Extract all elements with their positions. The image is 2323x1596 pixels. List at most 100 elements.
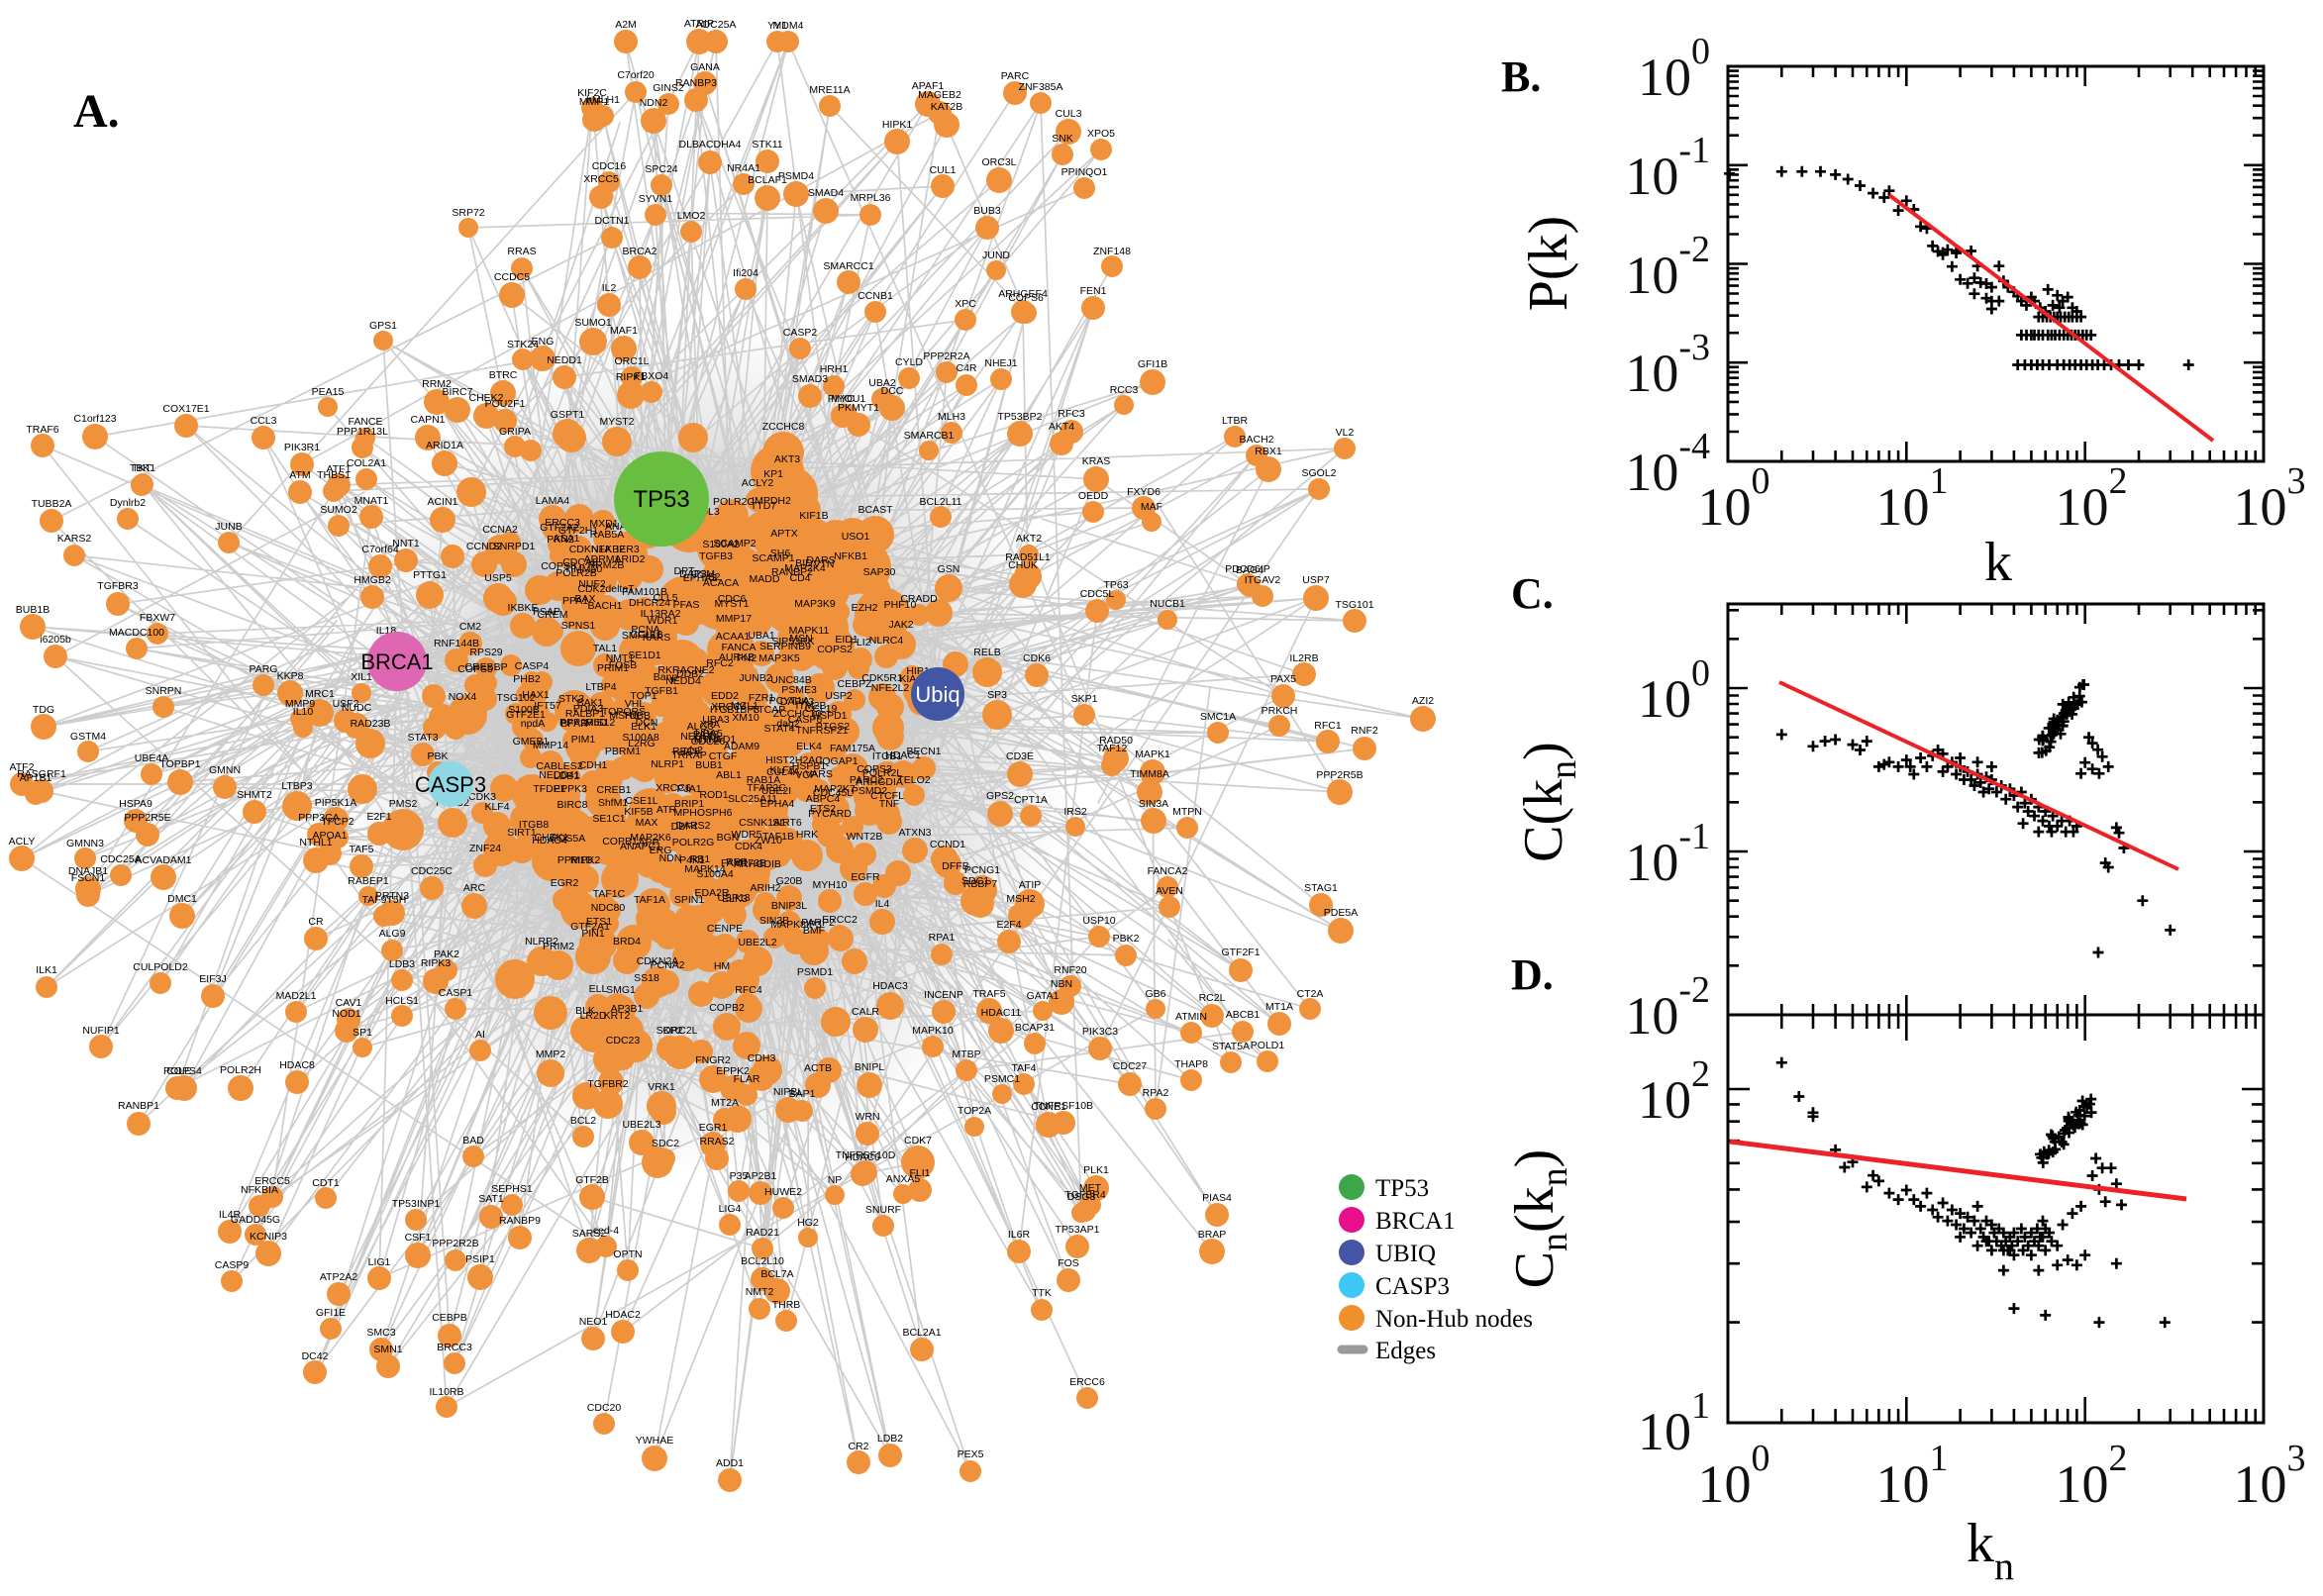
svg-text:MAPK8IP3: MAPK8IP3	[770, 919, 822, 931]
svg-text:C7orf64: C7orf64	[361, 544, 399, 555]
svg-text:SIP53RK: SIP53RK	[771, 636, 814, 648]
svg-text:TRRAP: TRRAP	[671, 749, 707, 761]
svg-text:PAX8: PAX8	[693, 729, 719, 741]
svg-text:TGFB1: TGFB1	[645, 685, 678, 697]
svg-text:HDAC6: HDAC6	[845, 1151, 880, 1163]
svg-text:RFC3: RFC3	[1058, 408, 1085, 420]
svg-text:LAMA4: LAMA4	[536, 495, 570, 507]
svg-text:SIRT6: SIRT6	[772, 817, 802, 829]
svg-text:GB6: GB6	[1145, 988, 1165, 1000]
svg-text:HIST2H2AC: HIST2H2AC	[765, 754, 823, 766]
svg-text:S100A2: S100A2	[702, 539, 740, 550]
svg-text:A2M: A2M	[615, 19, 637, 31]
svg-text:IL6R: IL6R	[1008, 1229, 1031, 1241]
svg-text:GTF2F1: GTF2F1	[1221, 947, 1260, 958]
svg-text:XRCC4: XRCC4	[711, 701, 747, 713]
svg-text:CUL4A: CUL4A	[766, 766, 800, 778]
svg-text:PBK2: PBK2	[1113, 933, 1140, 945]
svg-text:SMAD3: SMAD3	[792, 373, 828, 385]
svg-text:MDM4: MDM4	[773, 20, 804, 32]
svg-text:ELK1: ELK1	[631, 721, 656, 733]
svg-text:MCL1: MCL1	[731, 700, 758, 712]
svg-text:KLF4: KLF4	[484, 801, 509, 813]
svg-text:POLR2C: POLR2C	[713, 496, 755, 508]
svg-text:SPIN1: SPIN1	[674, 894, 705, 906]
svg-text:CASP3: CASP3	[415, 772, 486, 797]
svg-text:EDA2R: EDA2R	[694, 887, 729, 899]
svg-text:RANBP3: RANBP3	[675, 77, 717, 89]
svg-text:DCTN1: DCTN1	[594, 215, 629, 227]
svg-text:MAF: MAF	[1141, 501, 1162, 513]
svg-text:PIYOU1: PIYOU1	[828, 393, 866, 405]
svg-text:POLR2L: POLR2L	[862, 767, 902, 779]
svg-text:EPHA3: EPHA3	[683, 572, 718, 584]
svg-text:PKN2: PKN2	[547, 534, 574, 546]
svg-text:CDKN1A: CDKN1A	[569, 544, 612, 555]
svg-text:P4K1: P4K1	[679, 854, 705, 866]
svg-text:COPS4: COPS4	[166, 1065, 202, 1077]
svg-text:G20B: G20B	[776, 875, 803, 887]
svg-text:KP1: KP1	[763, 468, 783, 480]
svg-text:SE1C1: SE1C1	[592, 813, 625, 825]
svg-text:NUFIP1: NUFIP1	[82, 1025, 120, 1037]
svg-text:B.: B.	[1501, 52, 1541, 101]
svg-text:XPA: XPA	[700, 719, 720, 731]
svg-text:UBIQ: UBIQ	[1375, 1241, 1436, 1267]
svg-text:CALR: CALR	[852, 1006, 879, 1018]
svg-text:MAPK1: MAPK1	[1135, 748, 1170, 760]
svg-text:RKRACNE2: RKRACNE2	[657, 664, 714, 676]
svg-text:P35: P35	[730, 1170, 749, 1182]
svg-text:TUBB: TUBB	[623, 710, 651, 722]
svg-text:TGFBR2: TGFBR2	[587, 1078, 629, 1090]
svg-text:BACH1: BACH1	[587, 600, 622, 612]
svg-text:hMLH1: hMLH1	[586, 94, 620, 106]
svg-text:CRADD: CRADD	[900, 593, 938, 605]
svg-text:NUDC: NUDC	[342, 702, 372, 714]
svg-text:ETS2: ETS2	[810, 803, 836, 815]
svg-text:PTTG1: PTTG1	[413, 569, 447, 581]
svg-text:TAF1B: TAF1B	[762, 831, 794, 843]
svg-text:CHEK2: CHEK2	[468, 392, 503, 404]
svg-text:SUMO1: SUMO1	[574, 317, 612, 329]
svg-text:ARID2: ARID2	[615, 553, 646, 565]
svg-text:PCNA: PCNA	[631, 624, 659, 636]
svg-text:FANCA2: FANCA2	[1148, 865, 1188, 877]
svg-text:OSM: OSM	[691, 568, 715, 580]
svg-text:BNIP3L: BNIP3L	[771, 900, 807, 912]
svg-text:SLC25A11: SLC25A11	[728, 793, 777, 805]
svg-text:CDC20: CDC20	[587, 1402, 622, 1414]
svg-text:CULPOLD2: CULPOLD2	[133, 961, 188, 973]
svg-text:SKP1: SKP1	[1071, 693, 1098, 705]
svg-text:LDB1: LDB1	[554, 770, 579, 782]
svg-text:E2F1: E2F1	[366, 811, 391, 823]
svg-text:RIPK3: RIPK3	[421, 957, 452, 969]
svg-text:CUL3: CUL3	[1056, 108, 1082, 120]
svg-text:GINS2: GINS2	[653, 82, 684, 94]
svg-text:BGN: BGN	[717, 832, 740, 844]
svg-text:IL10RB: IL10RB	[429, 1386, 463, 1398]
svg-text:SNK: SNK	[1052, 133, 1073, 145]
svg-text:GADD45G: GADD45G	[231, 1214, 280, 1226]
svg-text:TFDP1: TFDP1	[533, 783, 565, 795]
svg-text:BAD: BAD	[462, 1135, 484, 1147]
svg-text:NFKB1: NFKB1	[834, 550, 867, 562]
svg-text:PDS5A: PDS5A	[552, 833, 585, 845]
svg-text:PSMD1: PSMD1	[797, 966, 833, 978]
svg-text:MAP2K7: MAP2K7	[814, 783, 856, 795]
svg-text:COPS8: COPS8	[541, 560, 576, 572]
svg-text:RAB5A: RAB5A	[590, 529, 624, 541]
svg-text:PEA15: PEA15	[312, 386, 345, 398]
svg-text:BAK1: BAK1	[577, 697, 604, 709]
svg-text:REC8: REC8	[672, 746, 700, 757]
svg-text:CREBBP: CREBBP	[464, 661, 507, 673]
svg-text:S2: S2	[708, 571, 721, 583]
svg-text:STAT4: STAT4	[763, 723, 794, 735]
svg-text:INCENP: INCENP	[924, 989, 963, 1001]
svg-text:RRAS: RRAS	[507, 246, 536, 257]
svg-text:CYLD: CYLD	[895, 356, 923, 368]
svg-text:GFI1E: GFI1E	[316, 1307, 346, 1319]
svg-text:YWHAE: YWHAE	[636, 1435, 674, 1446]
svg-text:SDC1: SDC1	[961, 875, 989, 887]
svg-text:CDC45L: CDC45L	[813, 787, 853, 799]
svg-text:RANBP1: RANBP1	[118, 1100, 159, 1112]
